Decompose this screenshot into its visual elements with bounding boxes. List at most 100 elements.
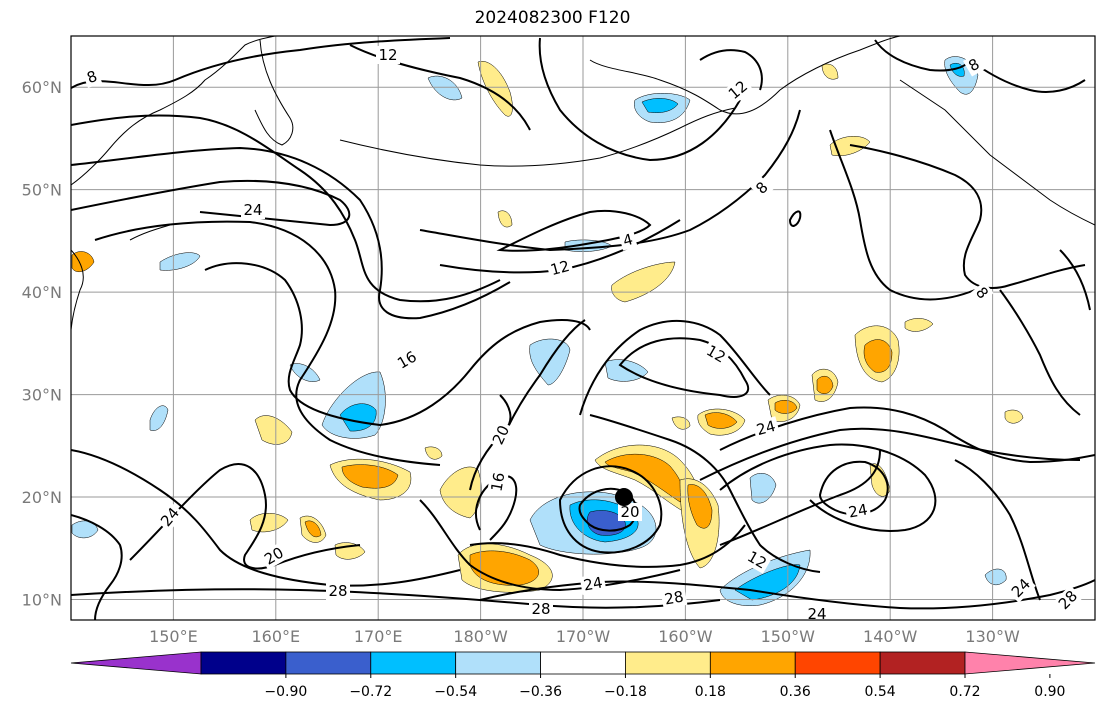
contour-line <box>419 109 801 252</box>
contour-line <box>699 49 763 91</box>
contour-label: 16 <box>394 347 420 372</box>
coastline-kamchatka <box>254 39 294 146</box>
colorbar-tick-label: 0.72 <box>949 684 980 700</box>
contour-label: 28 <box>1055 587 1081 613</box>
contour-label: 24 <box>243 201 262 219</box>
colorbar-swatch <box>794 651 881 675</box>
contour-line <box>94 220 441 466</box>
contour-line <box>475 475 518 541</box>
contour-label-bg <box>660 587 688 609</box>
contour-line <box>589 414 821 573</box>
contour-label-bg <box>81 65 103 89</box>
coastline-asia <box>71 36 276 186</box>
contour-label: 20 <box>261 543 287 568</box>
contour-label-bg <box>529 600 553 618</box>
contour-label-bg <box>970 281 994 305</box>
positive-anomaly-area <box>469 550 539 586</box>
contour-line <box>719 406 1095 464</box>
contour-line <box>999 289 1081 416</box>
contour-line <box>699 427 1081 481</box>
gridlines <box>71 36 1095 620</box>
lon-tick-label: 170°W <box>556 627 611 646</box>
coastlines <box>71 36 1095 331</box>
colorbar-tick-label: −0.72 <box>349 684 392 700</box>
negative-anomaly-area <box>529 338 571 386</box>
contour-label-bg <box>742 546 772 574</box>
contour-label: 24 <box>582 573 604 594</box>
contour-line <box>579 319 771 416</box>
contour-line <box>818 460 889 516</box>
colorbar-tick-label: −0.90 <box>264 684 307 700</box>
negative-anomaly-area <box>149 405 169 431</box>
contour-label-bg <box>392 346 422 374</box>
positive-anomaly-area <box>816 375 834 394</box>
positive-anomaly-area <box>424 446 443 460</box>
lon-tick-label: 160°W <box>658 627 713 646</box>
contour-label: 24 <box>807 605 826 623</box>
lon-tick-label: 150°W <box>761 627 816 646</box>
colorbar-tick-label: −0.36 <box>519 684 562 700</box>
contour-line <box>618 337 750 398</box>
shaded-anomalies <box>71 56 1024 606</box>
positive-anomaly-area <box>477 60 513 117</box>
contour-label-bg <box>750 176 774 200</box>
contour-label-bg <box>546 256 574 280</box>
negative-anomaly-area <box>749 473 777 504</box>
colorbar-tick-label: 0.18 <box>695 684 726 700</box>
positive-anomaly-area <box>1004 409 1024 424</box>
lat-tick-label: 40°N <box>22 283 62 302</box>
contour-line <box>71 146 511 320</box>
contour-line <box>719 449 881 546</box>
contour-label: 4 <box>621 230 635 250</box>
contour-line <box>829 129 976 301</box>
lon-tick-label: 170°E <box>354 627 403 646</box>
colorbar-swatch <box>540 651 626 675</box>
colorbar-swatch <box>285 651 372 675</box>
negative-anomaly-area <box>427 75 463 101</box>
coastline-alaska <box>589 36 901 115</box>
contour-line <box>419 499 681 592</box>
contour-lines <box>71 37 1095 620</box>
positive-anomaly-area <box>821 63 839 80</box>
contour-label: 24 <box>754 417 777 439</box>
coastline-aleutians <box>339 107 736 167</box>
colorbar <box>70 651 1096 675</box>
contour-label: 16 <box>487 471 508 493</box>
lat-tick-label: 20°N <box>22 488 62 507</box>
colorbar-swatch <box>879 651 966 675</box>
contour-line <box>538 37 741 162</box>
negative-anomaly-area <box>71 520 99 539</box>
contour-line <box>874 39 971 72</box>
lat-tick-label: 30°N <box>22 386 62 405</box>
lon-tick-label: 180°W <box>453 627 508 646</box>
colorbar-tick-label: 0.54 <box>865 684 896 700</box>
contour-label: 28 <box>663 587 685 608</box>
contour-label-bg <box>752 416 780 440</box>
contour-line <box>954 459 1041 601</box>
storm-center-marker <box>614 488 633 507</box>
contour-label: 24 <box>1008 575 1034 601</box>
contour-line <box>71 449 461 587</box>
colorbar-tick-label: 0.36 <box>780 684 811 700</box>
colorbar-swatch <box>709 651 796 675</box>
contour-label-bg <box>487 420 515 450</box>
positive-anomaly-area <box>304 520 322 538</box>
positive-anomaly-area <box>904 318 934 332</box>
contour-line <box>788 210 802 227</box>
contour-line <box>849 144 1086 289</box>
contour-label-bg <box>618 503 642 521</box>
positive-anomaly-area <box>341 464 399 489</box>
positive-anomaly-area <box>249 513 289 533</box>
lat-tick-label: 60°N <box>22 78 62 97</box>
contour-label-bg <box>259 542 289 570</box>
contour-label-bg <box>487 468 509 496</box>
positive-anomaly-area <box>497 210 513 228</box>
map-area: 1282416202841281224242820282424122824881… <box>71 36 1095 623</box>
contour-line <box>71 179 351 227</box>
contour-label-bg <box>963 53 985 77</box>
map-title: 2024082300 F120 <box>474 8 631 28</box>
colorbar-swatch <box>370 651 457 675</box>
colorbar-tick-label: 0.90 <box>1034 684 1065 700</box>
positive-anomaly-area <box>704 412 738 429</box>
